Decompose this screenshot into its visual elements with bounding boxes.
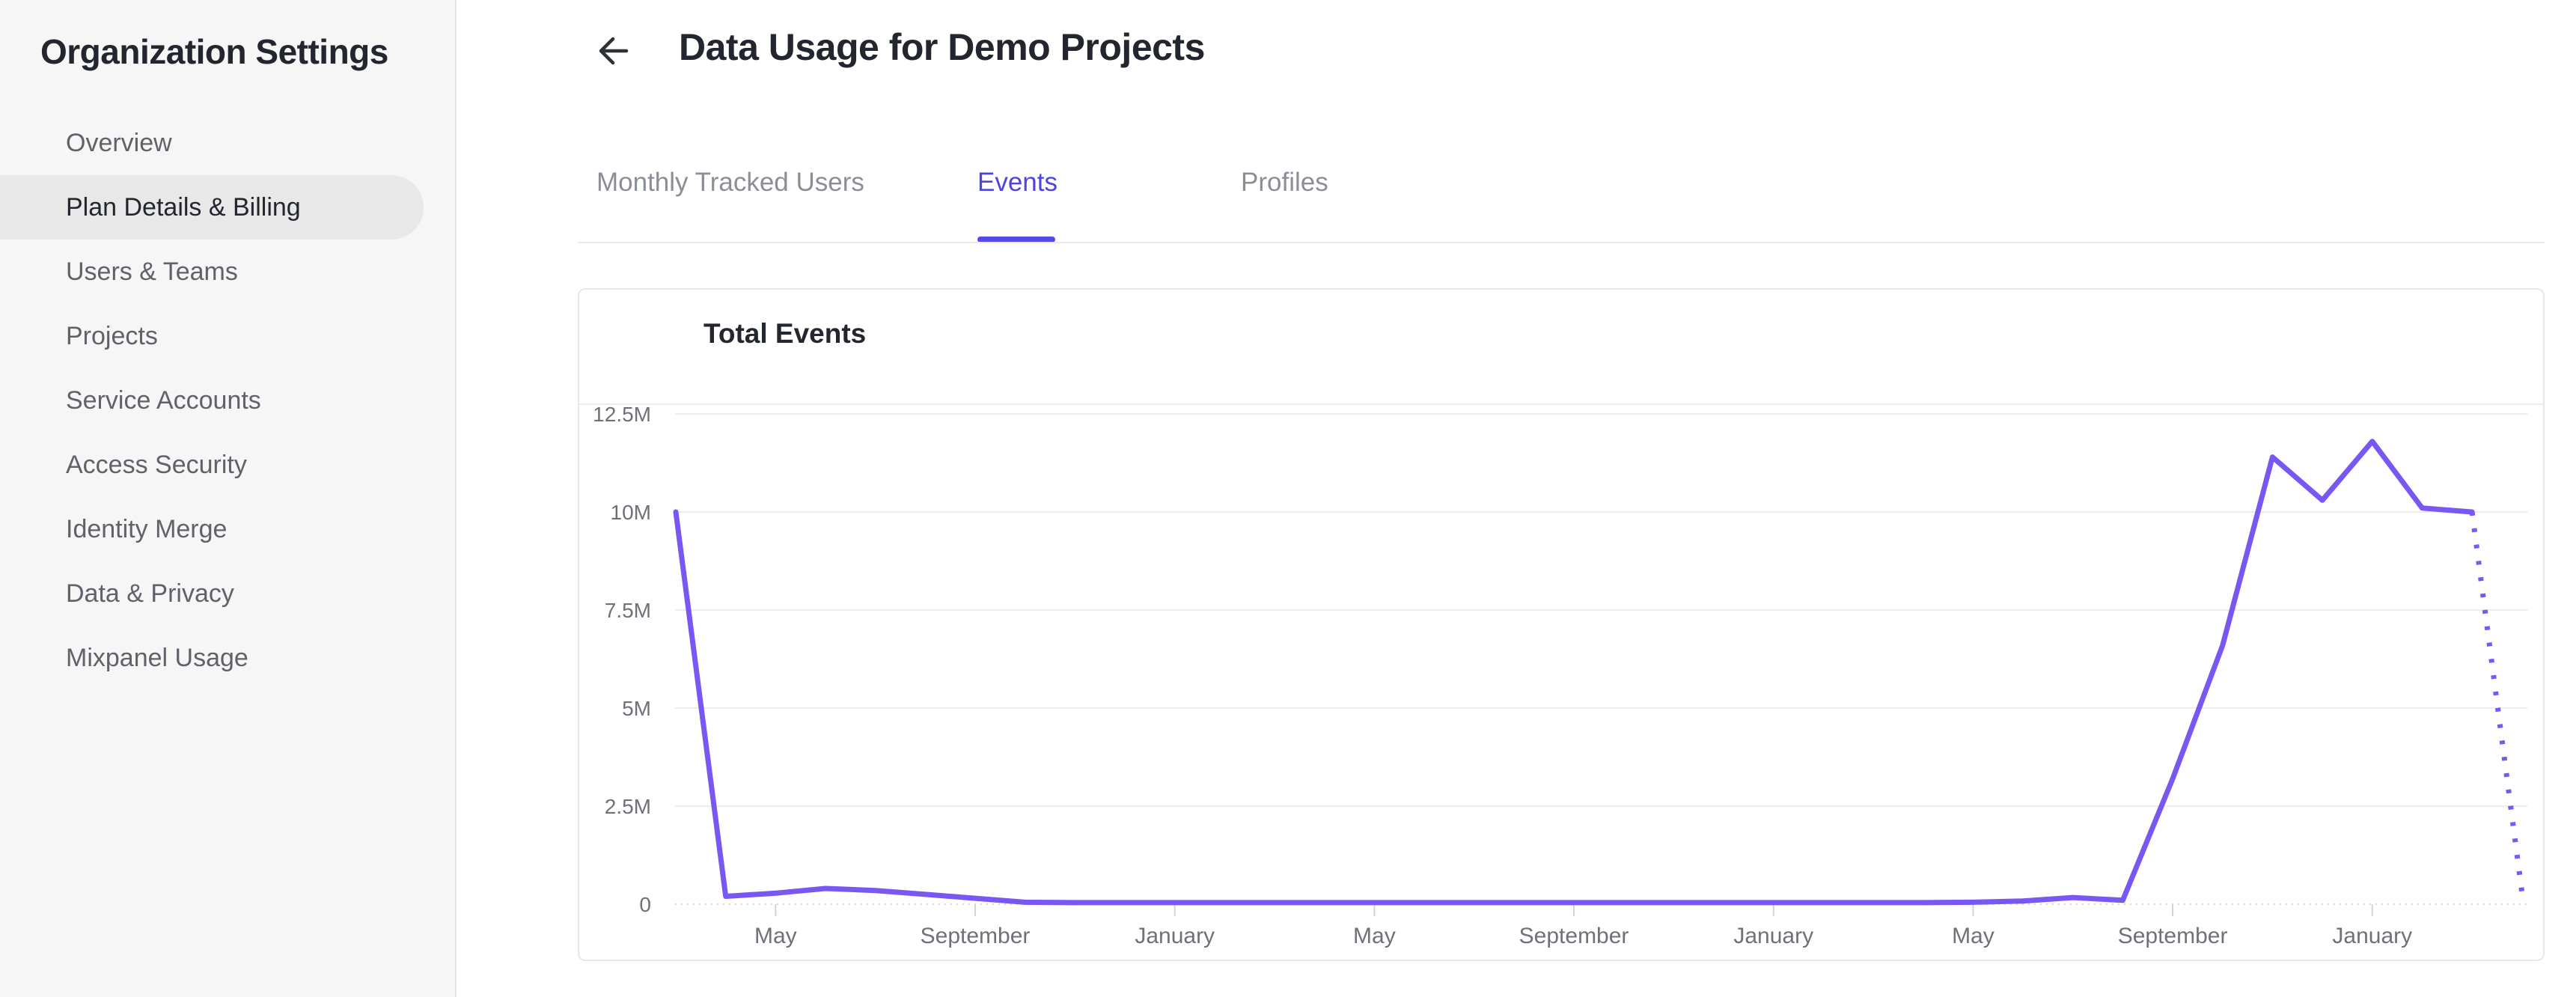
sidebar-item-projects[interactable]: Projects [66,322,158,350]
sidebar-item-access-security[interactable]: Access Security [66,451,247,479]
svg-text:May: May [1952,924,1994,948]
svg-text:12.5M: 12.5M [593,405,651,426]
svg-text:January: January [1733,924,1813,948]
sidebar-nav: Overview Plan Details & Billing Users & … [0,111,457,690]
card-divider [579,403,2543,405]
active-tab-underline [977,237,1055,243]
back-button[interactable] [595,33,631,69]
sidebar-item-users-teams[interactable]: Users & Teams [66,257,238,286]
svg-text:May: May [754,924,797,948]
svg-text:10M: 10M [611,501,651,524]
svg-text:September: September [1519,924,1629,948]
svg-text:January: January [1135,924,1215,948]
page-title: Data Usage for Demo Projects [679,26,1205,68]
svg-text:May: May [1353,924,1396,948]
svg-text:0: 0 [639,893,651,916]
svg-text:2.5M: 2.5M [605,795,651,818]
total-events-card: Total Events 12.5M 10M 7.5M 5M 2.5M 0 May Septe… [578,288,2545,961]
organization-settings-sidebar: Organization Settings Overview Plan Deta… [0,0,457,997]
sidebar-item-identity-merge[interactable]: Identity Merge [66,515,228,543]
sidebar-item-data-privacy[interactable]: Data & Privacy [66,579,234,608]
total-events-line-chart: 12.5M 10M 7.5M 5M 2.5M 0 May September January Ma… [579,403,2543,961]
tab-profiles[interactable]: Profiles [1241,168,1328,197]
sidebar-item-plan-details-billing[interactable]: Plan Details & Billing [0,175,424,240]
svg-text:September: September [921,924,1031,948]
sidebar-title: Organization Settings [40,32,388,71]
sidebar-item-overview[interactable]: Overview [66,129,172,157]
svg-text:5M: 5M [622,697,651,720]
tabs-divider [578,242,2545,243]
svg-text:January: January [2332,924,2412,948]
back-arrow-icon [595,37,631,72]
tab-events[interactable]: Events [977,168,1057,197]
svg-text:September: September [2118,924,2228,948]
svg-text:7.5M: 7.5M [605,599,651,622]
tab-monthly-tracked-users[interactable]: Monthly Tracked Users [596,168,864,197]
sidebar-item-service-accounts[interactable]: Service Accounts [66,386,261,415]
chart-title: Total Events [703,318,867,349]
sidebar-item-mixpanel-usage[interactable]: Mixpanel Usage [66,644,248,672]
main-content: Data Usage for Demo Projects Monthly Tra… [458,0,2576,997]
